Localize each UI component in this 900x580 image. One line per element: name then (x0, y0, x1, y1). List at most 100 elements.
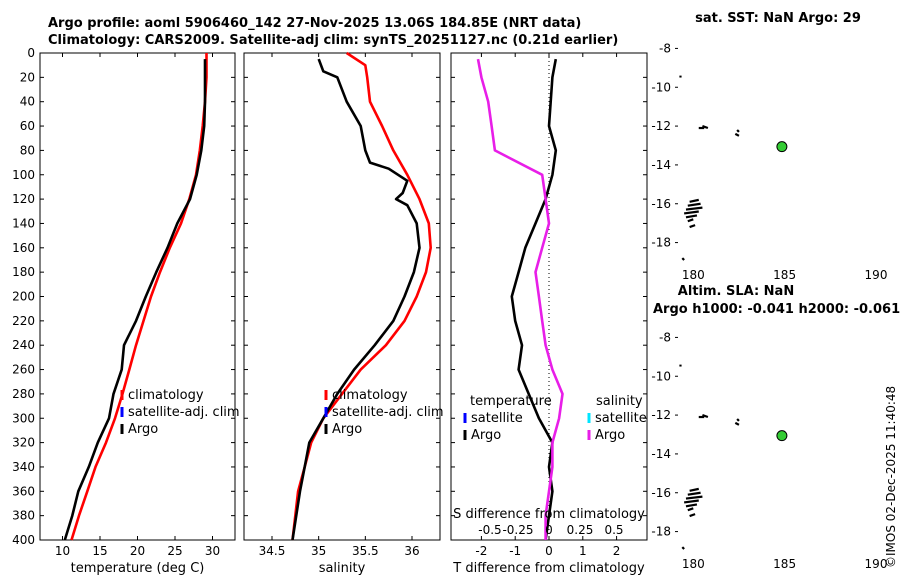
sst_map-ytick-label: -12 (651, 119, 671, 133)
difference-xtick-label: 2 (613, 544, 621, 558)
sla_map-coastline (736, 418, 740, 422)
sst_map-coastline (687, 218, 694, 223)
sst_map-ytick-label: -16 (651, 197, 671, 211)
sst-map-title: sat. SST: NaN Argo: 29 (695, 11, 861, 26)
salinity-xtick-label: 36 (404, 544, 419, 558)
sla_map-coastline (734, 421, 740, 426)
depth-tick-label: 260 (12, 363, 35, 377)
temperature-xtick-label: 20 (130, 544, 145, 558)
sst_map-coastline (734, 132, 740, 137)
sla_map-coastline (689, 487, 699, 492)
sst_map-coastline (685, 214, 698, 219)
salinity-difference-tick-label: 0 (545, 523, 553, 537)
salinity-legend-label: Argo (332, 422, 362, 437)
sst_map-coastline (685, 206, 703, 211)
depth-tick-label: 20 (20, 70, 35, 84)
sla-map-title: Altim. SLA: NaN (678, 284, 794, 299)
difference-xlabel: T difference from climatology (452, 561, 645, 576)
sst_map-xtick-label: 185 (773, 268, 796, 282)
temperature-axes-box (39, 52, 236, 541)
depth-tick-label: 40 (20, 95, 35, 109)
salinity-xtick-label: 34.5 (259, 544, 286, 558)
sla_map-xtick-label: 190 (865, 557, 888, 571)
sla_map-coastline (681, 546, 685, 550)
temperature-legend-label: Argo (471, 428, 501, 443)
depth-tick-label: 300 (12, 411, 35, 425)
sst_map-coastline (687, 202, 701, 207)
difference-series-s-diff-argo (476, 58, 564, 540)
sst_map-coastline (681, 257, 685, 261)
salinity-legend-title: salinity (596, 394, 643, 409)
sla_map-xtick-label: 180 (682, 557, 705, 571)
sst_map-ytick-label: -18 (651, 236, 671, 250)
temperature-xtick-label: 10 (55, 544, 70, 558)
sla_map-xtick-label: 185 (773, 557, 796, 571)
salinity-legend-label: satellite-adj. clim (332, 405, 444, 420)
sst_map-coastline (736, 129, 740, 133)
sst_map-coastline (702, 125, 709, 130)
sla_map-axes-box (674, 317, 877, 552)
figure-title-line2: Climatology: CARS2009. Satellite-adj cli… (48, 33, 619, 48)
temperature-xtick-label: 25 (167, 544, 182, 558)
salinity-legend-label: satellite (595, 411, 647, 426)
sst_map-ytick-label: -8 (659, 41, 671, 55)
depth-tick-label: 0 (27, 46, 35, 60)
depth-tick-label: 60 (20, 119, 35, 133)
depth-tick-label: 340 (12, 460, 35, 474)
sst_map-float-marker (776, 141, 788, 153)
sla_map-coastline (685, 495, 703, 500)
salinity-difference-tick-label: 0.25 (567, 523, 594, 537)
sst_map-ytick-label: -14 (651, 158, 671, 172)
difference-xtick-label: -1 (509, 544, 521, 558)
sst_map-coastline (689, 224, 696, 229)
figure-title-line1: Argo profile: aoml 5906460_142 27-Nov-20… (48, 16, 582, 31)
temperature-xlabel: temperature (deg C) (71, 561, 205, 576)
salinity-xtick-label: 35.5 (352, 544, 379, 558)
sst_map-coastline (683, 210, 699, 215)
depth-tick-label: 380 (12, 509, 35, 523)
sla_map-ytick-label: -8 (659, 330, 671, 344)
depth-tick-label: 220 (12, 314, 35, 328)
temperature-legend-label: satellite-adj. clim (128, 405, 240, 420)
sst_map-xtick-label: 180 (682, 268, 705, 282)
temperature-xtick-label: 30 (205, 544, 220, 558)
sla_map-ytick-label: -16 (651, 486, 671, 500)
depth-tick-label: 400 (12, 533, 35, 547)
temperature-legend-title: temperature (470, 394, 552, 409)
sla_map-coastline (683, 499, 699, 504)
temperature-legend-label: Argo (128, 422, 158, 437)
sst_map-coastline (689, 198, 699, 203)
salinity-axes-box (243, 52, 441, 541)
salinity-difference-axis-label: S difference from climatology (453, 507, 645, 522)
temperature-xtick-label: 15 (92, 544, 107, 558)
salinity-xlabel: salinity (319, 561, 366, 576)
sla_map-ytick-label: -18 (651, 525, 671, 539)
sla_map-ytick-label: -14 (651, 447, 671, 461)
salinity-xtick-label: 35 (311, 544, 326, 558)
depth-tick-label: 140 (12, 216, 35, 230)
difference-series-t-diff-argo (510, 58, 558, 541)
depth-tick-label: 80 (20, 143, 35, 157)
temperature-series-climatology (70, 53, 208, 541)
depth-tick-label: 240 (12, 338, 35, 352)
depth-tick-label: 180 (12, 265, 35, 279)
temperature-series-argo (63, 59, 207, 541)
difference-xtick-label: 0 (545, 544, 553, 558)
sla_map-ytick-label: -10 (651, 369, 671, 383)
salinity-difference-tick-label: -0.5 (478, 523, 501, 537)
sst_map-ytick-label: -10 (651, 80, 671, 94)
sla_map-float-marker (776, 430, 788, 442)
temperature-legend-label: climatology (128, 388, 204, 403)
sst_map-xtick-label: 190 (865, 268, 888, 282)
depth-tick-label: 200 (12, 290, 35, 304)
sla-map-subtitle: Argo h1000: -0.041 h2000: -0.061 (653, 302, 900, 317)
difference-xtick-label: 1 (579, 544, 587, 558)
sla_map-ytick-label: -12 (651, 408, 671, 422)
depth-tick-label: 320 (12, 436, 35, 450)
depth-tick-label: 160 (12, 241, 35, 255)
salinity-legend-label: climatology (332, 388, 408, 403)
salinity-legend-label: Argo (595, 428, 625, 443)
temperature-legend-label: satellite (471, 411, 523, 426)
depth-tick-label: 280 (12, 387, 35, 401)
